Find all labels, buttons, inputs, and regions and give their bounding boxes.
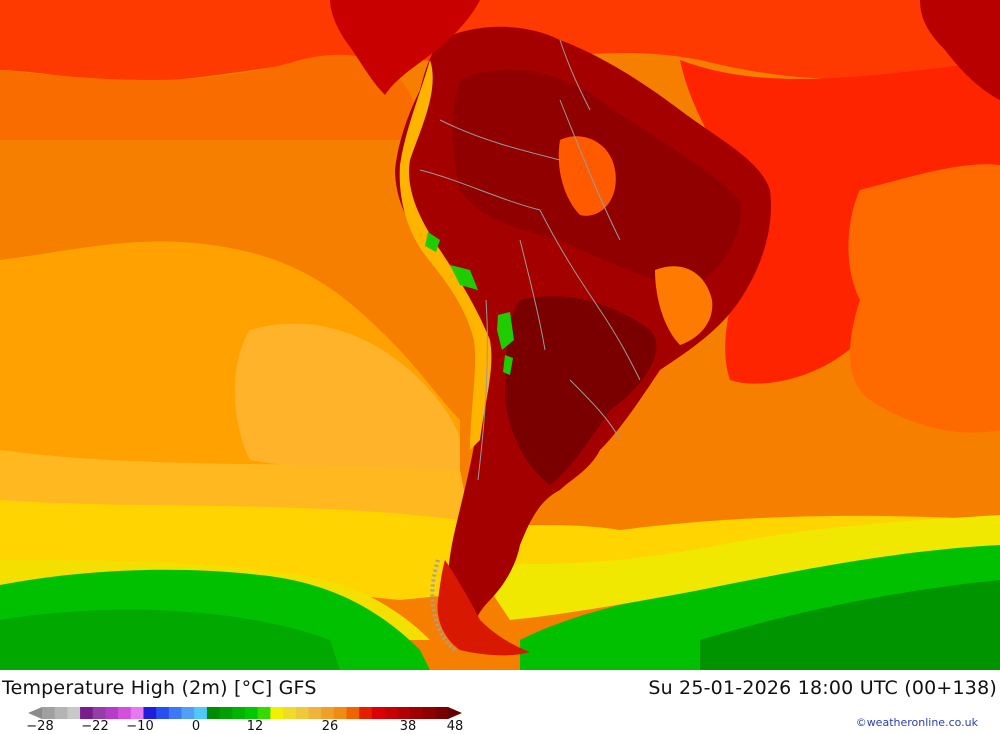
color-scale-legend: [28, 707, 462, 719]
legend-tick-label: 48: [446, 719, 464, 734]
legend-swatch: [422, 707, 436, 719]
legend-swatch: [54, 707, 68, 719]
legend-arrow-high: [448, 707, 462, 719]
legend-swatch: [435, 707, 449, 719]
legend-swatch: [42, 707, 56, 719]
south-dark-green: [0, 609, 340, 670]
highland-orange: [558, 136, 616, 216]
brazil-highland-orange: [655, 266, 713, 345]
legend-swatch: [168, 707, 183, 719]
legend-swatch: [346, 707, 360, 719]
legend-tick-label: 26: [321, 719, 339, 734]
central-america-land: [330, 0, 480, 95]
legend-arrow-low: [28, 707, 42, 719]
legend-swatch: [92, 707, 106, 719]
legend-swatch: [232, 707, 246, 719]
africa-edge: [920, 0, 1000, 100]
legend-swatch: [397, 707, 411, 719]
hot-atlantic: [680, 60, 1000, 384]
south-orange-band: [0, 450, 470, 520]
legend-swatch: [67, 707, 81, 719]
legend-tick-label: −22: [81, 719, 109, 734]
legend-swatch: [371, 707, 386, 719]
legend-swatch: [130, 707, 144, 719]
andes-cool-strip: [399, 60, 492, 450]
chile-fjords: [430, 559, 457, 652]
legend-tick-label: −10: [126, 719, 154, 734]
legend-swatch: [321, 707, 335, 719]
valid-time: Su 25-01-2026 18:00 UTC (00+138): [648, 677, 997, 699]
pacific-light-orange: [235, 323, 460, 480]
south-yellow-east: [470, 515, 1000, 620]
legend-swatch: [257, 707, 271, 719]
legend-swatch: [219, 707, 233, 719]
legend-swatch: [194, 707, 208, 719]
patagonia-tip: [437, 560, 530, 656]
legend-swatch: [270, 707, 284, 719]
legend-swatch: [143, 707, 157, 719]
legend-swatch: [333, 707, 347, 719]
legend-swatch: [308, 707, 322, 719]
legend-tick-label: 12: [246, 719, 264, 734]
map-title: Temperature High (2m) [°C] GFS: [2, 677, 317, 699]
legend-swatch: [245, 707, 259, 719]
legend-swatch: [409, 707, 424, 719]
legend-swatch: [118, 707, 132, 719]
andes-green-patches: [425, 232, 514, 375]
legend-swatch: [181, 707, 195, 719]
legend-tick-label: 0: [191, 719, 201, 734]
legend-swatch: [295, 707, 309, 719]
footer: [0, 670, 1000, 733]
credit-link[interactable]: ©weatheronline.co.uk: [855, 716, 978, 729]
temperature-map: [0, 0, 1000, 670]
legend-swatch: [206, 707, 221, 719]
legend-swatch: [80, 707, 94, 719]
atlantic-orange-east: [848, 164, 1000, 433]
legend-swatch: [283, 707, 297, 719]
south-dark-green-east: [700, 580, 1000, 670]
legend-tick-label: 38: [399, 719, 417, 734]
legend-swatch: [359, 707, 373, 719]
orange-band-equatorial: [0, 54, 420, 140]
country-borders: [419, 39, 641, 481]
legend-swatch: [105, 707, 119, 719]
legend-swatch: [384, 707, 398, 719]
legend-swatch: [156, 707, 170, 719]
legend-tick-label: −28: [26, 719, 54, 734]
